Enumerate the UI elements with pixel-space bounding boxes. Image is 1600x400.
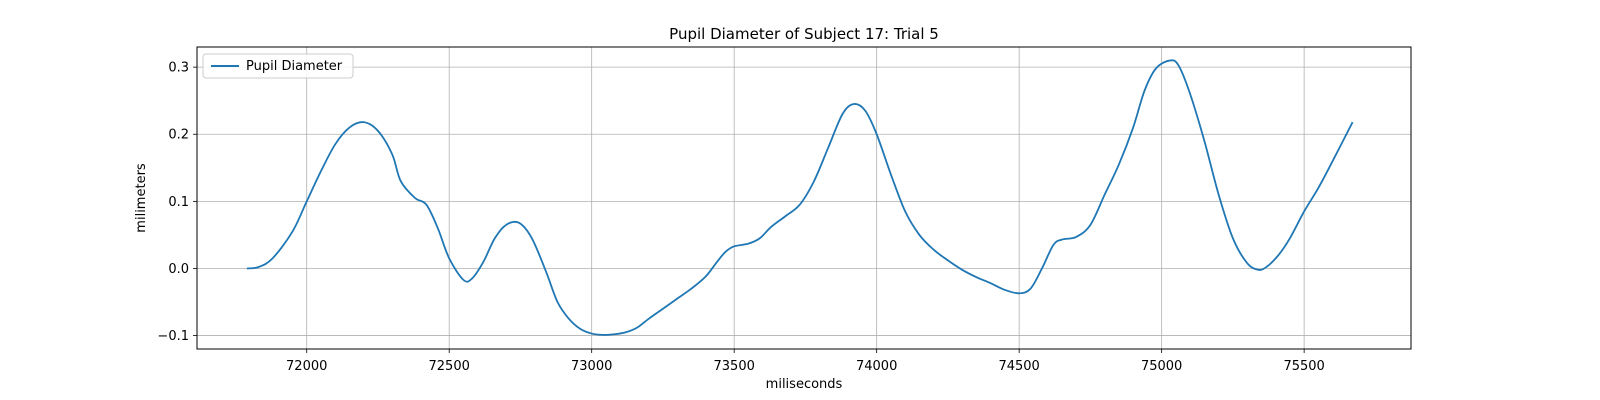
y-axis-label: milimeters: [134, 163, 149, 233]
x-axis-label: miliseconds: [766, 377, 843, 392]
legend-label: Pupil Diameter: [246, 59, 343, 74]
x-axis: 72000 72500 73000 73500 74000 74500 75000 75500: [286, 349, 1325, 374]
x-tick-label: 73500: [714, 359, 755, 374]
x-tick-label: 72000: [286, 359, 327, 374]
x-tick-label: 75500: [1283, 359, 1324, 374]
legend-box: [202, 53, 354, 79]
x-tick-label: 74500: [998, 359, 1039, 374]
y-tick-label: 0.1: [168, 195, 189, 210]
series-layer: [246, 59, 1354, 336]
chart-title: Pupil Diameter of Subject 17: Trial 5: [669, 25, 939, 43]
grid-lines: [197, 47, 1411, 349]
x-tick-label: 74000: [856, 359, 897, 374]
x-tick-label: 72500: [429, 359, 470, 374]
y-tick-label: 0.0: [168, 262, 189, 277]
x-tick-label: 73000: [571, 359, 612, 374]
legend: Pupil Diameter: [202, 53, 354, 79]
y-tick-label: 0.3: [168, 61, 189, 76]
y-tick-label: −0.1: [157, 329, 189, 344]
series-line-pupil-diameter: [246, 59, 1354, 336]
plot-frame: [196, 46, 1412, 350]
y-axis: −0.1 0.0 0.1 0.2 0.3: [157, 61, 197, 344]
y-tick-label: 0.2: [168, 128, 189, 143]
x-tick-label: 75000: [1141, 359, 1182, 374]
